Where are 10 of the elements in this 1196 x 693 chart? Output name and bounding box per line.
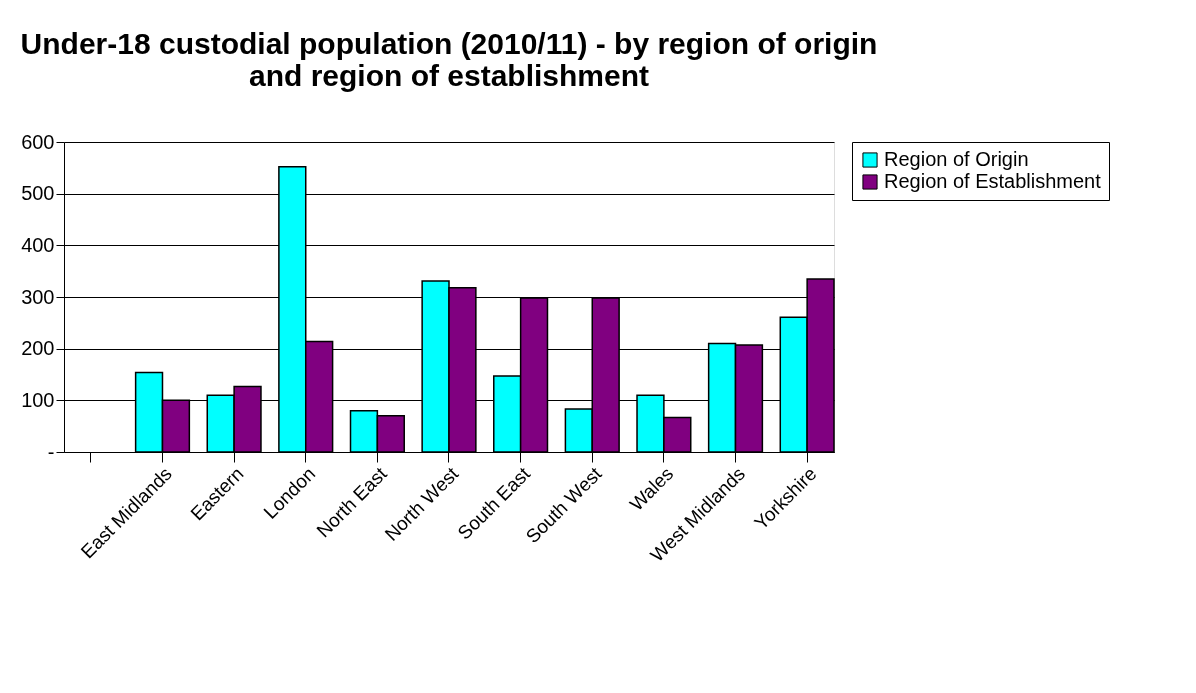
y-tick-label: - [47, 440, 55, 463]
y-tick-label: 400 [21, 233, 55, 256]
y-tick-label: 300 [21, 285, 55, 308]
y-tick-label: 600 [21, 130, 55, 153]
y-tick-label: 100 [21, 388, 55, 411]
y-tick-label: 200 [21, 337, 55, 360]
y-tick-label: 500 [21, 182, 55, 205]
legend-label: Region of Establishment [884, 170, 1102, 192]
legend-label: Region of Origin [884, 148, 1029, 170]
chart-title: Under-18 custodial population (2010/11) - by region of origin and region of establishment [20, 27, 878, 92]
